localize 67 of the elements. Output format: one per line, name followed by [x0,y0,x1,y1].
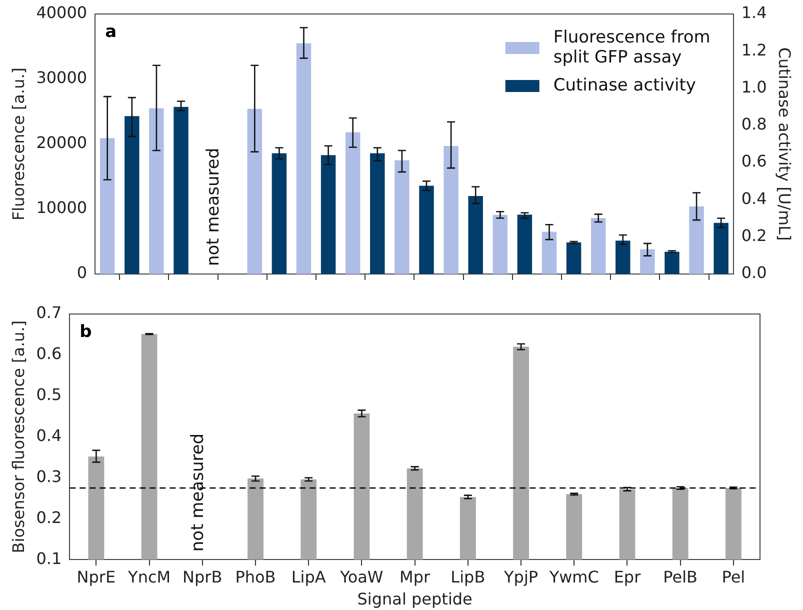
y2-tick-label: 0.2 [741,226,767,246]
bar [247,108,262,274]
x-tick-label: LipB [450,567,486,586]
y-tick-label: 0.2 [36,508,62,527]
bar [444,146,458,274]
y-tick-label: 30000 [36,68,88,88]
bar [689,206,704,274]
legend-label: Cutinase activity [553,75,696,96]
x-tick-label: PhoB [235,567,276,586]
x-tick-label: NprE [76,567,116,586]
x-tick-label: YpjP [503,567,538,586]
x-tick-label: Epr [614,567,642,586]
x-tick-label: YoaW [339,567,384,586]
y-tick-label: 0.3 [36,466,62,486]
text: b [80,322,92,342]
y2-tick-label: 1.2 [741,40,767,60]
bar [320,155,336,274]
bar [542,232,557,274]
bar [272,153,287,274]
annotation: not measured [188,433,208,552]
bar [590,218,606,274]
x-tick-label: YwmC [548,567,599,586]
y2-tick-label: 0.6 [741,152,767,171]
bar [468,196,483,274]
x-tick-label: PelB [663,567,698,586]
x-tick-label: LipA [291,567,326,586]
bar [149,108,164,274]
y2-tick-label: 0.4 [741,188,767,208]
text: a [105,22,117,42]
annotation: not measured [203,148,224,266]
legend-label: Fluorescence from split GFP assay [553,27,710,68]
x-tick-label: Mpr [400,567,431,586]
x-tick-label: YncM [127,567,171,586]
bar [124,116,140,274]
y2-tick-label: 0.8 [741,114,767,134]
y2-tick-label: 1.4 [741,3,767,22]
bar [174,106,188,274]
bar [394,160,410,274]
y-tick-label: 0.4 [36,426,62,445]
y-axis-title: Fluorescence [a.u.] [8,67,28,221]
bar [640,249,655,274]
bar [714,222,728,274]
bar [296,43,312,274]
y-tick-label: 0 [76,263,88,282]
bar [492,214,508,274]
bar [566,242,582,274]
bar [664,252,680,274]
y-tick-label: 20000 [36,133,88,152]
bar [370,153,385,274]
y2-tick-label: 0.0 [741,263,767,282]
x-axis-title: Signal peptide [357,590,472,609]
y-tick-label: 0.7 [36,303,62,322]
y-tick-label: 0.6 [36,344,62,364]
x-tick-label: Pel [722,567,746,586]
y-axis-title: Biosensor fluorescence [a.u.] [8,320,28,554]
bar [616,240,630,274]
bar [345,132,360,274]
y-tick-label: 0.5 [36,385,62,404]
bar [419,186,434,274]
bar [100,138,115,274]
y2-axis-title: Cutinase activity [U/mL] [775,47,794,241]
y2-tick-label: 1.0 [741,77,767,96]
x-tick-label: NprB [182,567,222,586]
bar [517,214,532,274]
y-tick-label: 0.1 [36,548,62,568]
y-tick-label: 10000 [36,198,88,218]
y-tick-label: 40000 [36,3,88,22]
